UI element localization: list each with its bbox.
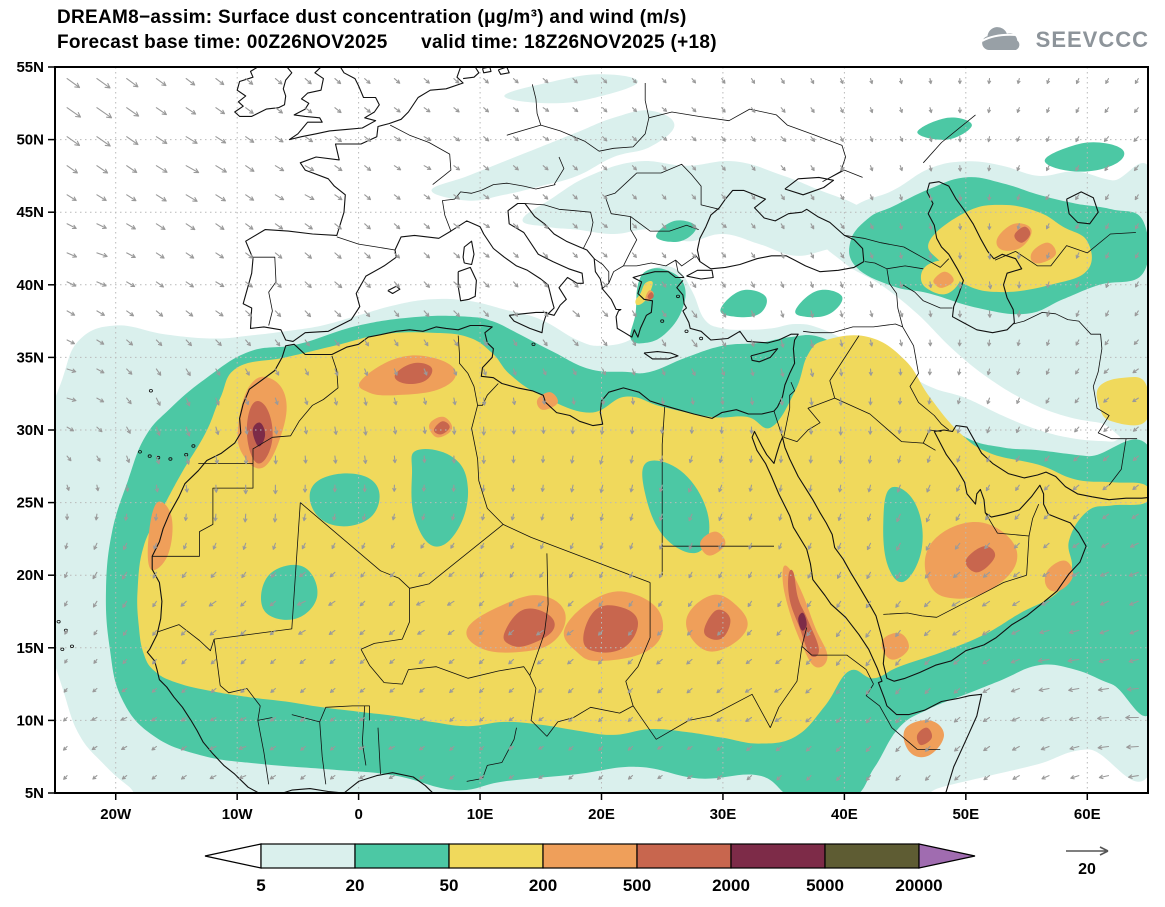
- colorbar-tick-label: 50: [440, 876, 459, 895]
- y-tick-label: 55N: [16, 59, 44, 76]
- colorbar-segment: [354, 843, 450, 869]
- y-tick-label: 30N: [16, 422, 44, 439]
- graticule-lines: [55, 67, 1148, 793]
- dust-concentration-map: 55N 50N 45N 40N 35N 30N 25N 20N 15N 10N 5N 20W 10W 0 1…: [16, 59, 1149, 823]
- dust-region-200-500: [1030, 242, 1056, 264]
- country-borders: [152, 83, 1138, 785]
- x-tick-label: 20E: [588, 806, 615, 823]
- dust-region-500-2000: [965, 546, 996, 573]
- x-tick-label: 30E: [710, 806, 737, 823]
- chart-title: DREAM8−assim: Surface dust concentration…: [57, 7, 687, 28]
- dust-region-500-2000: [1014, 226, 1031, 243]
- dust-region-20-50: [720, 289, 767, 318]
- dust-region-500-2000: [647, 292, 654, 300]
- wind-reference-label: 20: [1078, 861, 1096, 878]
- dust-region-20-50: [883, 486, 923, 583]
- x-tick-label: 10W: [222, 806, 254, 823]
- colorbar-segment: [730, 843, 826, 869]
- map-plot-area: [55, 67, 1148, 793]
- colorbar-segment: [448, 843, 544, 869]
- dust-region-50-200: [635, 280, 653, 306]
- colorbar: 5 20 50 200 500 2000 5000 20000: [204, 843, 976, 895]
- y-tick-label: 10N: [16, 712, 44, 729]
- seevccc-logo: SEEVCCC: [977, 24, 1149, 56]
- y-tick-label: 25N: [16, 495, 44, 512]
- y-tick-label: 15N: [16, 640, 44, 657]
- colorbar-arrow-high: [918, 843, 976, 869]
- dust-region-200-500: [881, 632, 909, 660]
- colorbar-segment: [636, 843, 732, 869]
- dust-region-500-2000: [583, 605, 639, 653]
- dust-region-500-2000: [433, 421, 450, 435]
- dust-region-5-20: [504, 74, 638, 104]
- dust-region-200-500: [1044, 560, 1074, 592]
- dust-region-20-50: [1044, 142, 1125, 172]
- dust-region-5-20: [431, 110, 675, 201]
- x-tick-label: 50E: [952, 806, 979, 823]
- coastlines: [146, 67, 1148, 793]
- colorbar-segment: [542, 843, 638, 869]
- y-tick-label: 5N: [25, 785, 44, 802]
- x-tick-label: 20W: [100, 806, 132, 823]
- y-tick-label: 50N: [16, 132, 44, 149]
- dust-region-20-50: [795, 289, 843, 318]
- dust-region-20-50: [309, 473, 380, 527]
- dust-region-20-50: [917, 117, 972, 140]
- dust-region-200-500: [536, 392, 558, 410]
- colorbar-tick-label: 20: [346, 876, 365, 895]
- colorbar-tick-label: 500: [623, 876, 651, 895]
- y-tick-label: 35N: [16, 349, 44, 366]
- colorbar-segment: [260, 843, 356, 869]
- dust-region-200-500: [933, 271, 954, 288]
- x-tick-label: 10E: [467, 806, 494, 823]
- logo-text: SEEVCCC: [1035, 27, 1149, 52]
- colorbar-segment: [824, 843, 920, 869]
- colorbar-tick-label: 200: [529, 876, 557, 895]
- dust-fill-layer: [55, 74, 1148, 793]
- dust-region-500-2000: [916, 727, 933, 746]
- dust-region-500-2000: [704, 609, 731, 640]
- colorbar-tick-label: 5: [256, 876, 265, 895]
- dust-region-50-200: [1096, 376, 1148, 426]
- dust-region-20-50: [261, 564, 318, 620]
- x-tick-label: 60E: [1074, 806, 1101, 823]
- y-tick-label: 45N: [16, 204, 44, 221]
- wind-reference-arrow: [1066, 846, 1109, 856]
- dust-region-500-2000: [503, 608, 555, 647]
- x-tick-label: 0: [354, 806, 362, 823]
- dust-region-20-50: [411, 449, 469, 547]
- wind-arrows: [62, 78, 1139, 781]
- colorbar-tick-label: 2000: [712, 876, 750, 895]
- dust-region-5-20: [522, 160, 882, 256]
- chart-subtitle: Forecast base time: 00Z26NOV2025 valid t…: [57, 32, 717, 53]
- y-tick-label: 40N: [16, 277, 44, 294]
- y-tick-label: 20N: [16, 567, 44, 584]
- dust-region-20-50: [642, 460, 710, 554]
- dust-region-2000-5000: [252, 422, 266, 447]
- colorbar-arrow-low: [204, 843, 262, 869]
- dust-region-500-2000: [394, 362, 433, 385]
- colorbar-tick-label: 20000: [895, 876, 942, 895]
- dust-region-200-500: [700, 531, 726, 556]
- x-tick-label: 40E: [831, 806, 858, 823]
- dust-region-2000-5000: [798, 612, 807, 631]
- cloud-icon: [981, 27, 1026, 50]
- colorbar-tick-label: 5000: [806, 876, 844, 895]
- wind-reference: 20: [1066, 846, 1109, 878]
